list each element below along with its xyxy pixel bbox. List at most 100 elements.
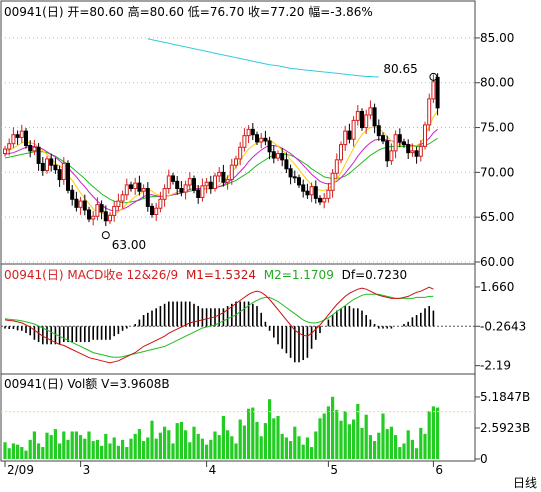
candle-down: [280, 153, 285, 161]
chart-frame: [0, 0, 476, 462]
volume-bar: [234, 443, 238, 459]
candle-up: [116, 200, 121, 207]
volume-tick-label: 2.5923B: [480, 421, 530, 435]
candle-up: [61, 162, 66, 181]
volume-bar: [87, 431, 91, 459]
volume-bars: [3, 396, 440, 459]
candle-down: [129, 184, 133, 190]
volume-bar: [209, 439, 213, 459]
volume-bar: [112, 437, 116, 459]
volume-bar: [343, 411, 347, 459]
candle-up: [393, 134, 398, 152]
macd-m1-line: [4, 286, 434, 364]
volume-bar: [431, 406, 435, 459]
candle-up: [423, 124, 427, 147]
volume-bar: [142, 441, 146, 459]
volume-bar: [255, 421, 259, 459]
volume-bar: [171, 443, 175, 459]
price-tick-label: 80.00: [480, 76, 514, 90]
volume-bar: [20, 447, 24, 459]
candle-down: [263, 137, 268, 142]
candle-up: [418, 145, 423, 157]
volume-bar: [398, 447, 402, 459]
volume-bar: [74, 431, 78, 459]
volume-bar: [146, 437, 150, 459]
price-tick-label: 75.00: [480, 121, 514, 135]
volume-bar: [150, 420, 154, 459]
volume-bar: [339, 420, 343, 459]
candle-up: [11, 134, 16, 145]
candle-up: [351, 119, 356, 140]
candle-up: [133, 182, 138, 190]
volume-bar: [381, 413, 385, 459]
macd-histogram: [4, 301, 435, 363]
price-tick-label: 60.00: [480, 255, 514, 269]
volume-bar: [368, 435, 372, 459]
volume-bar: [121, 439, 125, 459]
candle-down: [301, 184, 306, 192]
macd-lines: [4, 286, 434, 364]
macd-header-prefix: 00941(日) MACD收e 12&26/9: [4, 268, 178, 282]
volume-bar: [188, 442, 192, 459]
candle-up: [108, 214, 112, 222]
candle-down: [57, 169, 62, 181]
candle-down: [82, 200, 87, 211]
volume-bar: [331, 396, 335, 459]
volume-bar: [66, 439, 70, 459]
low-annotation: 63.00: [112, 238, 146, 252]
volume-bar: [301, 444, 305, 459]
volume-bar: [137, 429, 141, 459]
candle-down: [360, 110, 364, 129]
candle-down: [28, 144, 33, 152]
candle-up: [213, 175, 217, 190]
volume-bar: [3, 442, 7, 459]
candle-up: [326, 189, 331, 199]
volume-tick-label: 0: [480, 452, 488, 466]
candle-down: [397, 134, 402, 143]
candle-up: [330, 172, 335, 191]
candle-up: [234, 158, 238, 166]
long-ma-line: [147, 38, 379, 78]
macd-header: 00941(日) MACD收e 12&26/9 M1=1.5324 M2=1.1…: [4, 268, 407, 282]
price-tick-label: 85.00: [480, 31, 514, 45]
candle-down: [284, 159, 289, 170]
macd-tick-label: -2.19: [480, 359, 511, 373]
volume-bar: [11, 443, 15, 459]
volume-bar: [280, 433, 284, 459]
candle-up: [355, 110, 360, 121]
candle-up: [217, 171, 222, 177]
candle-down: [292, 176, 297, 179]
volume-bar: [41, 447, 45, 459]
volume-bar: [297, 436, 301, 459]
candle-down: [24, 130, 28, 146]
candle-down: [347, 130, 352, 140]
volume-bar: [356, 403, 360, 459]
volume-bar: [415, 448, 419, 459]
volume-bar: [79, 435, 83, 459]
volume-bar: [410, 439, 414, 459]
volume-header: 00941(日) Vol额 V=3.9608B: [4, 377, 170, 391]
candle-down: [74, 198, 79, 208]
candle-up: [389, 150, 394, 162]
volume-bar: [230, 436, 234, 459]
candle-up: [431, 81, 436, 100]
volume-bar: [293, 426, 297, 459]
volume-bar: [175, 423, 179, 459]
volume-bar: [251, 407, 255, 459]
volume-bar: [238, 419, 242, 459]
candle-up: [154, 207, 159, 215]
volume-bar: [305, 437, 309, 459]
volume-bar: [58, 443, 62, 459]
volume-tick-label: 5.1847B: [480, 390, 530, 404]
candle-up: [204, 181, 209, 187]
candle-up: [7, 143, 12, 150]
candle-down: [385, 140, 390, 162]
moving-averages: [4, 110, 439, 216]
volume-bar: [314, 431, 318, 459]
candle-up: [19, 130, 24, 138]
candle-down: [171, 175, 175, 182]
candle-up: [259, 137, 264, 143]
candle-up: [166, 175, 171, 190]
macd-y-axis: 1.660 -0.2643 -2.19: [475, 280, 526, 373]
candle-down: [267, 140, 272, 153]
